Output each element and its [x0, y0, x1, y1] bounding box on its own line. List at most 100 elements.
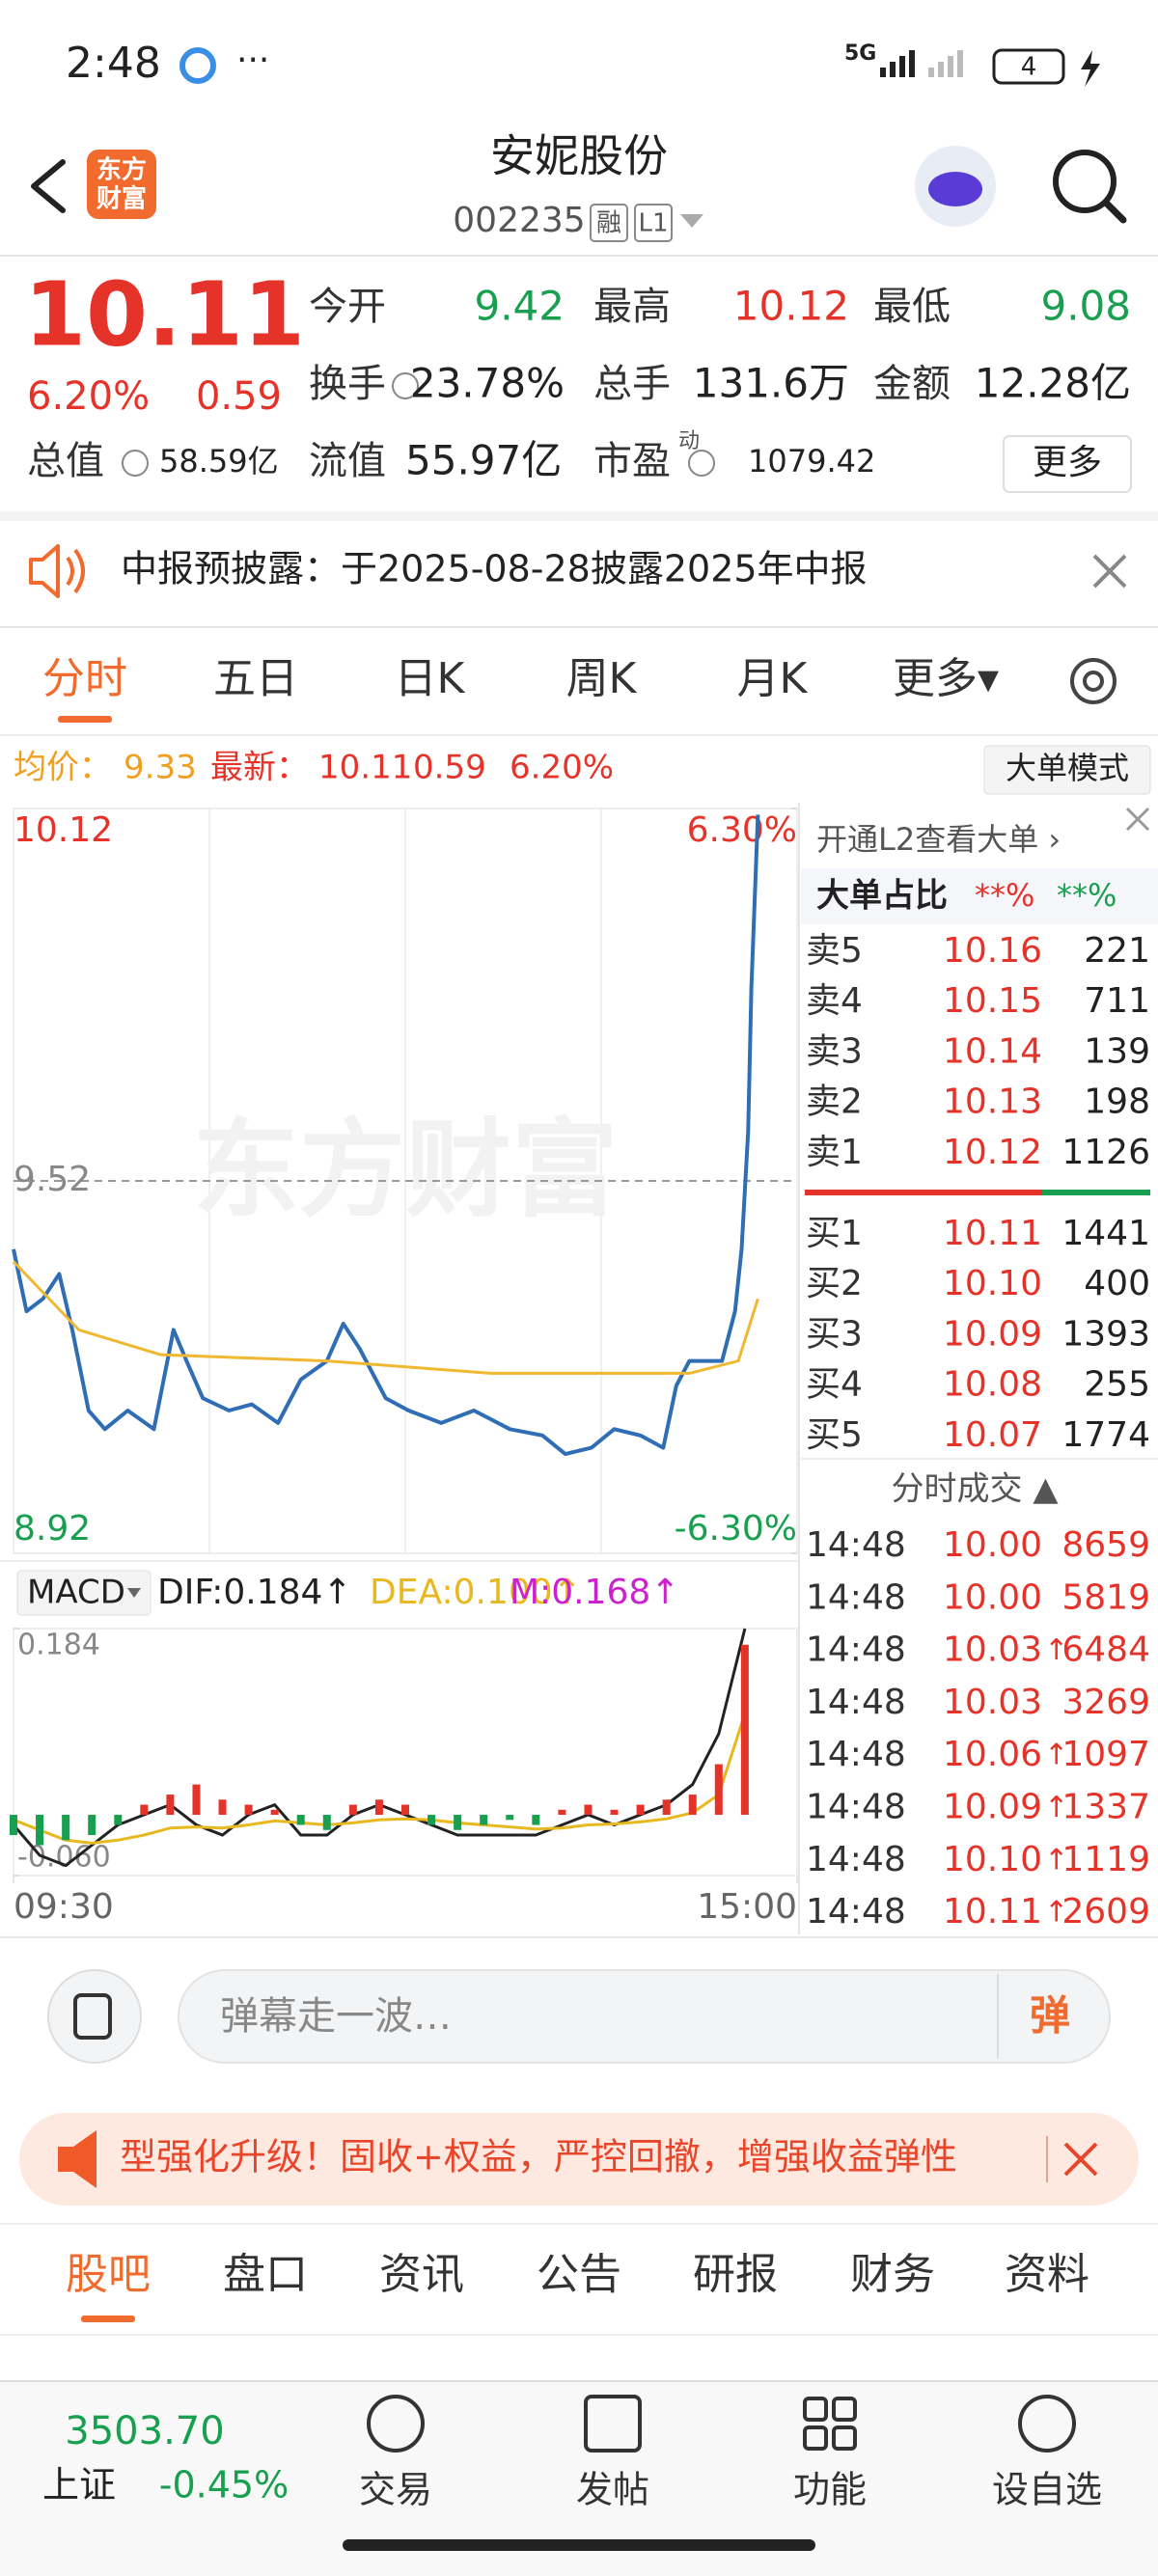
field-label: 总值	[27, 439, 104, 483]
index-change[interactable]: -0.45%	[159, 2464, 289, 2507]
index-name[interactable]: 上证	[42, 2464, 116, 2507]
chart-tab[interactable]: 分时	[42, 654, 127, 703]
chart-tab[interactable]: 月K	[737, 654, 809, 703]
section-tab[interactable]: 资讯	[379, 2250, 464, 2299]
field-value: 131.6万	[693, 360, 849, 407]
macd-bar	[374, 1799, 383, 1816]
chart-tab[interactable]: 更多▾	[893, 654, 999, 703]
book-price: 10.13	[943, 1082, 1042, 1122]
tab-underline	[58, 716, 112, 723]
book-volume: 1126	[1062, 1133, 1150, 1172]
more-button-label[interactable]: 更多	[1033, 443, 1102, 482]
mode-button-label[interactable]: 大单模式	[1006, 750, 1129, 786]
trade-arrow: ↑	[1044, 1739, 1068, 1772]
settings-gear[interactable]	[1070, 658, 1117, 704]
back-button[interactable]	[31, 159, 66, 213]
trades-title[interactable]: 分时成交 ▲	[892, 1470, 1060, 1509]
l2-link[interactable]: 开通L2查看大单 ›	[816, 821, 1061, 858]
field-label: 最高	[593, 285, 671, 329]
stock-title: 安妮股份	[490, 130, 668, 182]
field-label: 最低	[873, 285, 951, 329]
chart-tab[interactable]: 五日	[213, 654, 298, 703]
trade-price: 10.06	[943, 1735, 1042, 1774]
change-pct: 6.20%	[27, 374, 150, 419]
chart-tab[interactable]: 周K	[566, 654, 638, 703]
indicator-select[interactable]	[16, 1570, 152, 1616]
field-label: 总手	[593, 362, 671, 406]
section-tab[interactable]: 研报	[693, 2250, 778, 2299]
comment-settings-icon	[73, 1993, 112, 2040]
banner-close[interactable]	[1063, 2142, 1098, 2177]
book-price: 10.07	[943, 1415, 1042, 1455]
section-tab[interactable]: 资料	[1005, 2250, 1089, 2299]
banner[interactable]	[19, 2113, 1139, 2206]
macd-bar	[36, 1815, 44, 1846]
comment-placeholder[interactable]: 弹幕走一波…	[220, 1994, 452, 2039]
macd-bar	[427, 1815, 436, 1825]
status-time: 2:48	[66, 39, 161, 88]
notice-close[interactable]	[1092, 554, 1127, 589]
order-book: 卖5 10.16 221 卖4 10.15 711 卖3 10.14 139 卖2 10.13 198…	[806, 931, 1150, 1455]
mode-button[interactable]	[983, 745, 1151, 795]
more-button[interactable]	[1003, 435, 1132, 493]
macd-bar	[10, 1815, 17, 1836]
info-icon[interactable]	[688, 450, 715, 477]
trade-price: 10.00	[943, 1525, 1042, 1565]
notice-text[interactable]: 中报预披露：于2025-08-28披露2025年中报	[121, 548, 868, 590]
tag-label: L1	[638, 209, 668, 238]
nav-icon	[584, 2395, 642, 2453]
macd-bar	[192, 1784, 201, 1816]
macd-bar	[558, 1809, 566, 1816]
macd-bar	[166, 1795, 175, 1816]
macd-bar	[401, 1804, 409, 1816]
chart-tab[interactable]: 日K	[395, 654, 466, 703]
search-handle	[1102, 199, 1127, 224]
stock-code: 002235	[453, 201, 585, 240]
charging-icon	[1081, 50, 1100, 87]
field-value: 9.42	[474, 283, 565, 330]
banner-icon	[58, 2130, 96, 2188]
y2-tick-label: -6.30%	[675, 1509, 797, 1548]
nav-label[interactable]: 功能	[793, 2469, 867, 2511]
section-tab[interactable]: 公告	[537, 2250, 621, 2299]
trade-price: 10.11	[943, 1892, 1042, 1932]
assistant-face	[928, 172, 982, 206]
nav-items: 交易 发帖 功能 设自选	[359, 2395, 1102, 2511]
info-icon[interactable]	[122, 450, 149, 477]
book-label: 卖2	[806, 1082, 863, 1122]
book-label: 买5	[806, 1415, 863, 1455]
trade-volume: 1119	[1062, 1840, 1150, 1879]
latest-change-pct: 6.20%	[510, 749, 614, 787]
macd-bar	[296, 1815, 305, 1825]
danmaku-button[interactable]: 弹	[1030, 1992, 1070, 2040]
dropdown-icon[interactable]	[680, 214, 703, 228]
comment-input[interactable]	[178, 1969, 1111, 2064]
comment-settings[interactable]	[47, 1969, 142, 2064]
settings-button[interactable]	[1070, 658, 1117, 704]
trade-time: 14:48	[806, 1683, 906, 1722]
tag-box	[634, 204, 673, 242]
buy-sell-bar-buy	[805, 1190, 1042, 1195]
nav-label[interactable]: 发帖	[576, 2469, 649, 2511]
macd-bar	[532, 1815, 540, 1825]
legend-entry: DIF:0.184↑	[157, 1573, 352, 1612]
trade-price: 10.03	[943, 1683, 1042, 1722]
nav-label[interactable]: 设自选	[992, 2469, 1102, 2511]
panel-close[interactable]	[1125, 807, 1150, 832]
nav-label[interactable]: 交易	[359, 2469, 432, 2511]
search-button[interactable]	[1053, 150, 1117, 213]
field-value: 1079.42	[748, 443, 875, 480]
section-tab[interactable]: 股吧	[66, 2250, 151, 2299]
book-volume: 1774	[1062, 1415, 1150, 1455]
banner-text[interactable]: 型强化升级！固收+权益，严控回撤，增强收益弹性	[120, 2136, 957, 2179]
macd-bar	[140, 1804, 149, 1816]
trade-price: 10.09	[943, 1788, 1042, 1827]
trade-volume: 8659	[1062, 1525, 1150, 1565]
book-label: 买3	[806, 1314, 863, 1354]
index-value[interactable]: 3503.70	[65, 2409, 224, 2453]
info-icon[interactable]	[392, 372, 419, 399]
section-tab[interactable]: 财务	[850, 2250, 935, 2299]
section-tab[interactable]: 盘口	[223, 2250, 308, 2299]
notice-icon	[29, 544, 60, 598]
indicator-name[interactable]: MACD	[27, 1574, 125, 1612]
